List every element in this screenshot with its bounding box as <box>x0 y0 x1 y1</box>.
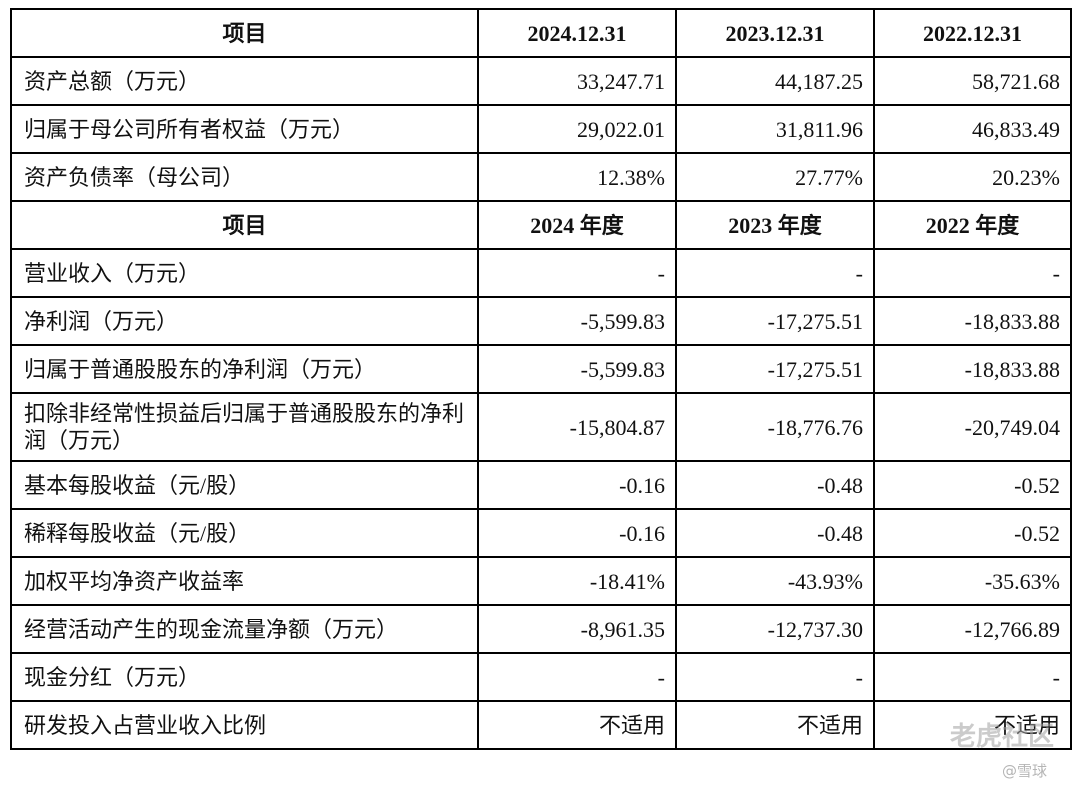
value-cell: -12,737.30 <box>675 604 875 654</box>
value-cell: -18,776.76 <box>675 392 875 462</box>
data-row: 经营活动产生的现金流量净额（万元） -8,961.35 -12,737.30 -12,… <box>10 604 1072 654</box>
value-cell: -18,833.88 <box>873 296 1072 346</box>
header-cell: 2024 年度 <box>477 200 677 250</box>
value-cell: 不适用 <box>477 700 677 750</box>
value-cell: -5,599.83 <box>477 296 677 346</box>
value-cell: 31,811.96 <box>675 104 875 154</box>
row-label: 营业收入（万元） <box>10 248 479 298</box>
value-cell: -8,961.35 <box>477 604 677 654</box>
header-cell: 项目 <box>10 8 479 58</box>
value-cell: -0.52 <box>873 508 1072 558</box>
value-cell: -18.41% <box>477 556 677 606</box>
header-cell: 2023.12.31 <box>675 8 875 58</box>
value-cell: -18,833.88 <box>873 344 1072 394</box>
row-label: 归属于普通股股东的净利润（万元） <box>10 344 479 394</box>
table-body: 项目 2024.12.31 2023.12.31 2022.12.31 资产总额（万元）… <box>10 8 1072 750</box>
data-row: 资产总额（万元） 33,247.71 44,187.25 58,721.68 <box>10 56 1072 106</box>
value-cell: 不适用 <box>675 700 875 750</box>
row-label: 归属于母公司所有者权益（万元） <box>10 104 479 154</box>
value-cell: 46,833.49 <box>873 104 1072 154</box>
value-cell: - <box>873 248 1072 298</box>
row-label: 稀释每股收益（元/股） <box>10 508 479 558</box>
value-cell: -0.16 <box>477 460 677 510</box>
row-label: 资产负债率（母公司） <box>10 152 479 202</box>
header-cell: 2022.12.31 <box>873 8 1072 58</box>
value-cell: -20,749.04 <box>873 392 1072 462</box>
value-cell: - <box>873 652 1072 702</box>
row-label: 扣除非经常性损益后归属于普通股股东的净利润（万元） <box>10 392 479 462</box>
data-row: 归属于普通股股东的净利润（万元） -5,599.83 -17,275.51 -18,8… <box>10 344 1072 394</box>
data-row: 稀释每股收益（元/股） -0.16 -0.48 -0.52 <box>10 508 1072 558</box>
header-cell: 项目 <box>10 200 479 250</box>
value-cell: -0.48 <box>675 460 875 510</box>
value-cell: 27.77% <box>675 152 875 202</box>
value-cell: -5,599.83 <box>477 344 677 394</box>
data-row: 加权平均净资产收益率 -18.41% -43.93% -35.63% <box>10 556 1072 606</box>
value-cell: 29,022.01 <box>477 104 677 154</box>
data-row: 研发投入占营业收入比例 不适用 不适用 不适用 <box>10 700 1072 750</box>
value-cell: -0.48 <box>675 508 875 558</box>
row-label: 加权平均净资产收益率 <box>10 556 479 606</box>
row-label: 现金分红（万元） <box>10 652 479 702</box>
value-cell: 44,187.25 <box>675 56 875 106</box>
data-row: 现金分红（万元） - - - <box>10 652 1072 702</box>
data-row: 净利润（万元） -5,599.83 -17,275.51 -18,833.88 <box>10 296 1072 346</box>
value-cell: 58,721.68 <box>873 56 1072 106</box>
row-label: 研发投入占营业收入比例 <box>10 700 479 750</box>
value-cell: 20.23% <box>873 152 1072 202</box>
header-cell: 2022 年度 <box>873 200 1072 250</box>
value-cell: -15,804.87 <box>477 392 677 462</box>
value-cell: - <box>477 652 677 702</box>
data-row: 归属于母公司所有者权益（万元） 29,022.01 31,811.96 46,833.… <box>10 104 1072 154</box>
watermark-brand: 老虎社区 <box>950 722 1055 752</box>
value-cell: - <box>477 248 677 298</box>
value-cell: -0.16 <box>477 508 677 558</box>
header-row: 项目 2024.12.31 2023.12.31 2022.12.31 <box>10 8 1072 58</box>
financial-table: 项目 2024.12.31 2023.12.31 2022.12.31 资产总额（万元）… <box>10 8 1072 750</box>
watermark-handle: @雪球 <box>1002 762 1048 780</box>
data-row: 扣除非经常性损益后归属于普通股股东的净利润（万元） -15,804.87 -18,7… <box>10 392 1072 462</box>
value-cell: 不适用 <box>873 700 1072 750</box>
data-row: 资产负债率（母公司） 12.38% 27.77% 20.23% <box>10 152 1072 202</box>
data-row: 基本每股收益（元/股） -0.16 -0.48 -0.52 <box>10 460 1072 510</box>
value-cell: 12.38% <box>477 152 677 202</box>
value-cell: -43.93% <box>675 556 875 606</box>
row-label: 经营活动产生的现金流量净额（万元） <box>10 604 479 654</box>
header-cell: 2023 年度 <box>675 200 875 250</box>
data-row: 营业收入（万元） - - - <box>10 248 1072 298</box>
row-label: 资产总额（万元） <box>10 56 479 106</box>
value-cell: - <box>675 652 875 702</box>
header-row: 项目 2024 年度 2023 年度 2022 年度 <box>10 200 1072 250</box>
value-cell: - <box>675 248 875 298</box>
value-cell: -12,766.89 <box>873 604 1072 654</box>
header-cell: 2024.12.31 <box>477 8 677 58</box>
row-label: 基本每股收益（元/股） <box>10 460 479 510</box>
value-cell: -0.52 <box>873 460 1072 510</box>
value-cell: 33,247.71 <box>477 56 677 106</box>
row-label: 净利润（万元） <box>10 296 479 346</box>
value-cell: -17,275.51 <box>675 344 875 394</box>
value-cell: -35.63% <box>873 556 1072 606</box>
value-cell: -17,275.51 <box>675 296 875 346</box>
